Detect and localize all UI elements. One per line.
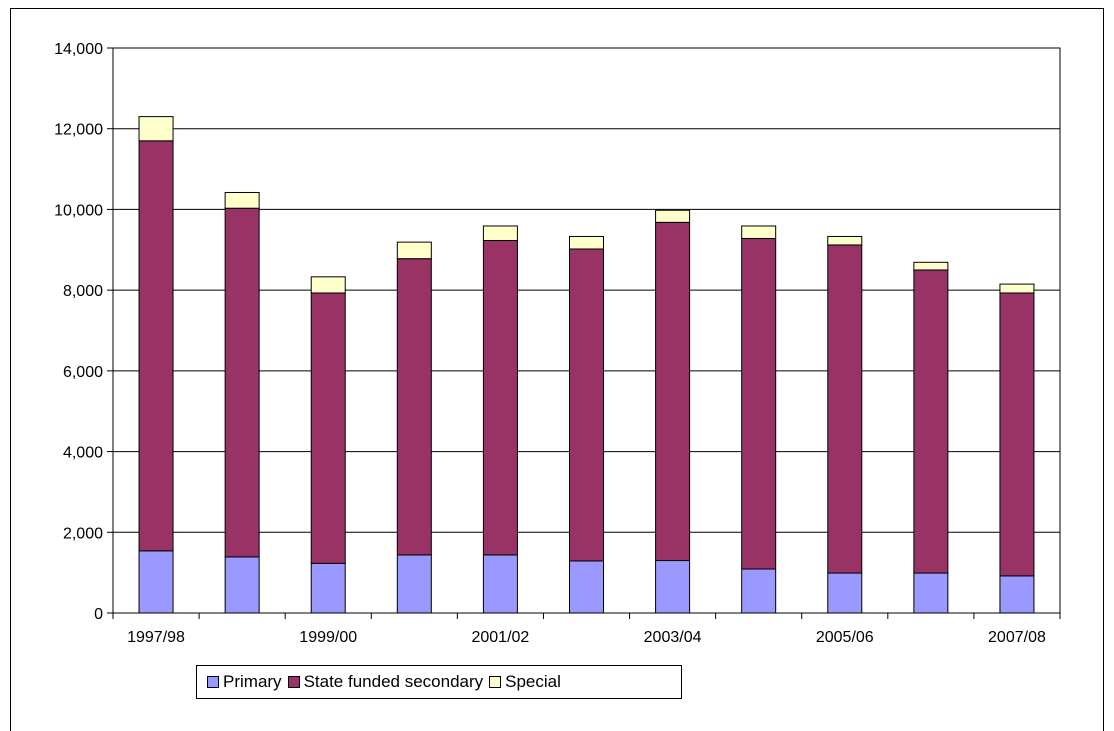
y-tick-label: 2,000 (63, 525, 103, 542)
legend-label-state-funded-secondary: State funded secondary (303, 672, 484, 691)
bar-state-funded-secondary (569, 248, 604, 562)
bar-primary (999, 575, 1035, 614)
legend-label-special: Special (505, 672, 561, 691)
x-tick-label: 1999/00 (299, 629, 357, 646)
legend-item-state-funded-secondary: State funded secondary (287, 672, 484, 692)
legend-item-special: Special (489, 672, 561, 692)
legend: Primary State funded secondary Special (196, 665, 682, 699)
legend-swatch-primary (207, 676, 219, 688)
legend-swatch-special (489, 676, 502, 688)
bar-primary (827, 572, 863, 614)
bars (138, 116, 1035, 614)
y-tick-label: 4,000 (63, 445, 103, 462)
bar-special (913, 261, 949, 271)
bar-primary (482, 554, 518, 614)
x-tick-label: 1997/98 (127, 629, 185, 646)
y-tick-label: 6,000 (63, 364, 103, 381)
bar-primary (138, 550, 174, 614)
y-tick-label: 8,000 (63, 283, 103, 300)
y-tick-label: 0 (94, 606, 103, 623)
y-tick-label: 12,000 (54, 122, 103, 139)
axes (107, 47, 1061, 619)
bar-special (999, 283, 1035, 294)
bar-primary (913, 572, 949, 614)
bar-special (827, 235, 863, 246)
bar-state-funded-secondary (827, 244, 863, 574)
bar-state-funded-secondary (482, 240, 518, 556)
bar-state-funded-secondary (913, 269, 949, 574)
bar-special (655, 209, 691, 223)
bar-primary (741, 568, 777, 614)
bar-special (396, 241, 432, 260)
bar-state-funded-secondary (138, 140, 174, 552)
x-tick-label: 2003/04 (644, 629, 702, 646)
x-tick-label: 2007/08 (988, 629, 1046, 646)
y-tick-label: 10,000 (54, 202, 103, 219)
bar-primary (569, 560, 604, 614)
bar-primary (396, 554, 432, 614)
bar-primary (224, 556, 260, 614)
bar-state-funded-secondary (396, 258, 432, 556)
bar-primary (310, 562, 346, 614)
bar-special (482, 225, 518, 242)
bar-special (310, 276, 346, 294)
bar-special (569, 235, 604, 250)
bar-state-funded-secondary (310, 292, 346, 564)
bar-state-funded-secondary (999, 292, 1035, 577)
bar-state-funded-secondary (655, 221, 691, 562)
bar-special (224, 191, 260, 209)
tick-labels: 0 2,000 4,000 6,000 8,000 10,000 12,000 14,000 1… (54, 41, 1046, 646)
bar-special (741, 225, 777, 239)
legend-label-primary: Primary (223, 672, 282, 691)
y-tick-label: 14,000 (54, 41, 103, 58)
bar-state-funded-secondary (224, 207, 260, 558)
x-tick-label: 2001/02 (471, 629, 529, 646)
legend-item-primary: Primary (207, 672, 282, 692)
bar-special (138, 116, 174, 142)
x-tick-label: 2005/06 (816, 629, 874, 646)
bar-state-funded-secondary (741, 237, 777, 570)
bar-primary (655, 560, 691, 614)
legend-swatch-state-funded-secondary (287, 676, 300, 688)
